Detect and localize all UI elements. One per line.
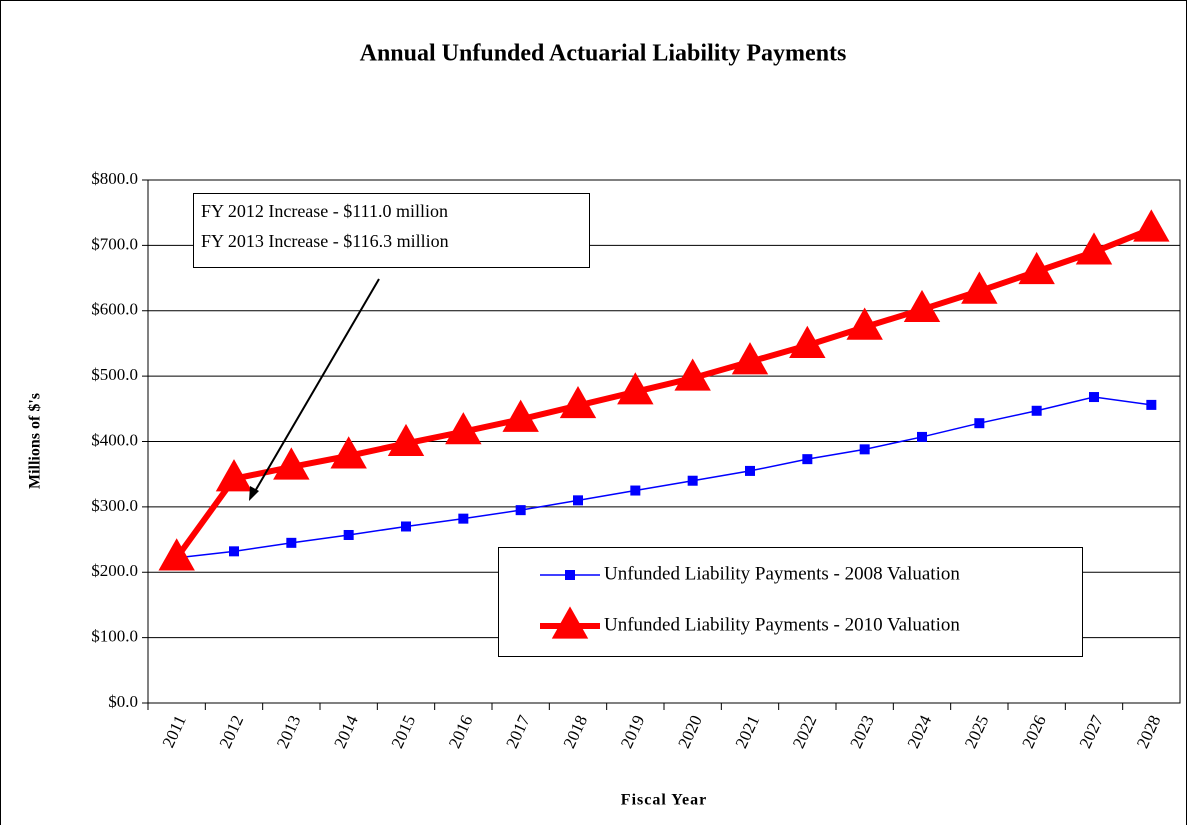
- y-tick-label: $700.0: [91, 234, 138, 253]
- y-tick-label: $200.0: [91, 561, 138, 580]
- marker: [974, 418, 985, 429]
- marker: [215, 459, 253, 492]
- y-tick-label: $800.0: [91, 169, 138, 188]
- marker: [273, 447, 310, 480]
- marker: [859, 444, 870, 455]
- x-axis-label: Fiscal Year: [621, 792, 707, 809]
- marker: [551, 606, 589, 639]
- y-tick-label: $0.0: [108, 692, 138, 711]
- marker: [229, 546, 239, 557]
- y-axis-label: Millions of $'s: [27, 393, 44, 489]
- marker: [1018, 251, 1055, 285]
- marker: [573, 495, 583, 506]
- marker: [565, 570, 575, 580]
- legend: Unfunded Liability Payments - 2008 Valua…: [498, 547, 1083, 657]
- marker: [903, 289, 941, 323]
- marker: [917, 431, 927, 442]
- marker: [687, 475, 698, 486]
- y-tick-label: $400.0: [91, 430, 138, 449]
- y-tick-label: $300.0: [91, 496, 138, 515]
- marker: [559, 385, 597, 419]
- marker: [1089, 392, 1099, 403]
- marker: [617, 372, 654, 405]
- marker: [401, 521, 411, 532]
- marker: [630, 485, 641, 496]
- legend-box: [498, 547, 1083, 657]
- marker: [1031, 405, 1042, 416]
- y-tick-label: $600.0: [91, 300, 138, 319]
- marker: [445, 412, 482, 445]
- marker: [1133, 209, 1170, 242]
- annotation: FY 2012 Increase - $111.0 million: [201, 201, 448, 221]
- marker: [458, 513, 469, 524]
- y-tick-label: $100.0: [91, 627, 138, 646]
- arrow-head: [249, 486, 259, 501]
- marker: [789, 325, 826, 358]
- plot-area: $0.0 $100.0 $200.0 $300.0 $400.0 $500.0 $600.0…: [91, 169, 1181, 751]
- annotation-box: [193, 193, 590, 268]
- marker: [330, 436, 367, 469]
- marker: [286, 537, 297, 548]
- marker: [961, 271, 998, 304]
- marker: [502, 399, 539, 432]
- annotation: FY 2013 Increase - $116.3 million: [201, 231, 449, 251]
- annotation-arrow: [253, 278, 380, 494]
- marker: [1146, 399, 1157, 410]
- y-tick-label: $500.0: [91, 365, 138, 384]
- chart-title: Annual Unfunded Actuarial Liability Paym…: [360, 41, 847, 67]
- marker: [846, 307, 883, 340]
- marker: [802, 454, 813, 465]
- series-line: [176, 396, 1152, 559]
- marker: [387, 423, 425, 457]
- marker: [674, 358, 711, 391]
- marker: [343, 529, 354, 540]
- marker: [158, 538, 195, 571]
- marker: [1075, 232, 1113, 265]
- marker: [515, 505, 526, 516]
- marker: [731, 342, 769, 375]
- marker: [745, 465, 755, 476]
- legend-label: Unfunded Liability Payments - 2008 Valua…: [604, 563, 960, 584]
- legend-label: Unfunded Liability Payments - 2010 Valua…: [604, 614, 960, 635]
